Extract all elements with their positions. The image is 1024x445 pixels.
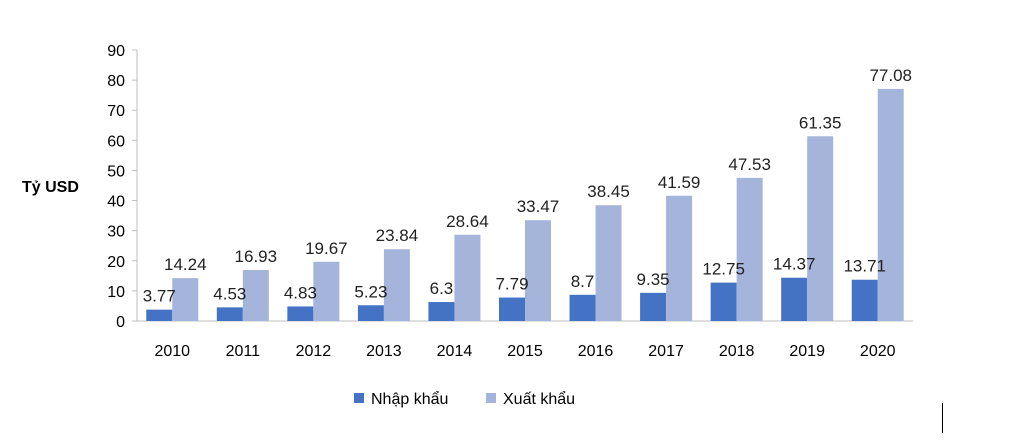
data-label: 14.37: [773, 255, 816, 274]
data-label: 19.67: [305, 239, 348, 258]
x-tick-label: 2013: [366, 343, 402, 360]
data-label: 28.64: [446, 212, 489, 231]
data-label: 16.93: [235, 247, 278, 266]
data-label: 5.23: [354, 282, 387, 301]
text-cursor: [942, 403, 943, 433]
legend-swatch-xuat-khau: [486, 393, 496, 403]
bar-nhap-khau-2010: [146, 309, 173, 321]
legend: Nhập khẩu Xuất khẩu: [354, 390, 575, 408]
bar-xuat-khau-2013: [383, 249, 410, 321]
x-tick-label: 2019: [789, 343, 825, 360]
data-label: 6.3: [430, 279, 454, 298]
bar-xuat-khau-2011: [242, 270, 269, 321]
bar-nhap-khau-2020: [851, 279, 878, 321]
bar-xuat-khau-2014: [454, 234, 481, 321]
x-tick-label: 2018: [719, 343, 755, 360]
legend-label: Xuất khẩu: [503, 390, 575, 408]
bar-xuat-khau-2020: [877, 88, 904, 321]
data-label: 38.45: [587, 182, 630, 201]
data-label: 4.83: [284, 283, 317, 302]
x-tick-label: 2020: [860, 343, 896, 360]
x-tick-label: 2012: [296, 343, 332, 360]
x-tick-label: 2017: [648, 343, 684, 360]
data-label: 14.24: [164, 255, 207, 274]
data-label: 41.59: [658, 173, 701, 192]
bar-nhap-khau-2012: [287, 306, 314, 321]
data-label: 33.47: [517, 197, 560, 216]
bar-nhap-khau-2018: [710, 282, 737, 321]
data-label: 23.84: [376, 226, 419, 245]
x-axis: 2010 2011 2012 2013 2014 2015 2016 2017 2018 2019…: [137, 320, 913, 360]
bar-xuat-khau-2019: [807, 136, 834, 321]
x-tick-label: 2011: [226, 343, 261, 360]
y-tick-label: 50: [107, 163, 125, 180]
bar-nhap-khau-2015: [499, 297, 525, 321]
bar-nhap-khau-2014: [428, 302, 455, 321]
y-tick-label: 90: [107, 43, 125, 60]
data-label: 9.35: [637, 270, 670, 289]
bar-nhap-khau-2011: [216, 307, 243, 321]
data-label: 47.53: [728, 155, 771, 174]
x-tick-label: 2015: [507, 343, 543, 360]
bar-xuat-khau-2016: [595, 205, 622, 321]
legend-label: Nhập khẩu: [371, 390, 448, 408]
bar-xuat-khau-2012: [313, 261, 340, 321]
y-tick-label: 40: [107, 194, 125, 211]
bar-nhap-khau-2016: [569, 294, 596, 321]
y-axis: 0 10 20 30 40 50 60 70 80 90: [107, 43, 138, 331]
x-tick-label: 2010: [154, 343, 190, 360]
y-tick-label: 30: [107, 224, 125, 241]
x-tick-label: 2014: [437, 343, 473, 360]
y-tick-label: 80: [107, 73, 125, 90]
bar-nhap-khau-2019: [781, 277, 808, 321]
data-labels: 3.77 14.24 4.53 16.93 4.83 19.67 5.23 23.84 6.3 2…: [143, 66, 912, 306]
y-tick-label: 10: [107, 284, 125, 301]
y-tick-label: 0: [116, 314, 125, 331]
bar-xuat-khau-2017: [666, 195, 693, 321]
legend-swatch-nhap-khau: [354, 393, 364, 403]
y-tick-label: 60: [107, 133, 125, 150]
data-label: 12.75: [702, 260, 745, 279]
bar-nhap-khau-2017: [640, 292, 667, 321]
bar-xuat-khau-2018: [736, 177, 763, 321]
x-tick-label: 2016: [578, 343, 614, 360]
data-label: 13.71: [843, 257, 886, 276]
data-label: 3.77: [143, 287, 176, 306]
data-label: 61.35: [799, 113, 842, 132]
bar-xuat-khau-2010: [172, 278, 199, 321]
bar-xuat-khau-2015: [525, 220, 551, 321]
y-tick-label: 70: [107, 103, 125, 120]
y-tick-label: 20: [107, 254, 125, 271]
data-label: 77.08: [869, 66, 912, 85]
bars: [146, 88, 904, 321]
data-label: 7.79: [495, 275, 528, 294]
y-axis-title: Tỷ USD: [22, 179, 79, 196]
bar-nhap-khau-2013: [357, 305, 384, 321]
data-label: 8.7: [571, 272, 595, 291]
data-label: 4.53: [213, 284, 246, 303]
